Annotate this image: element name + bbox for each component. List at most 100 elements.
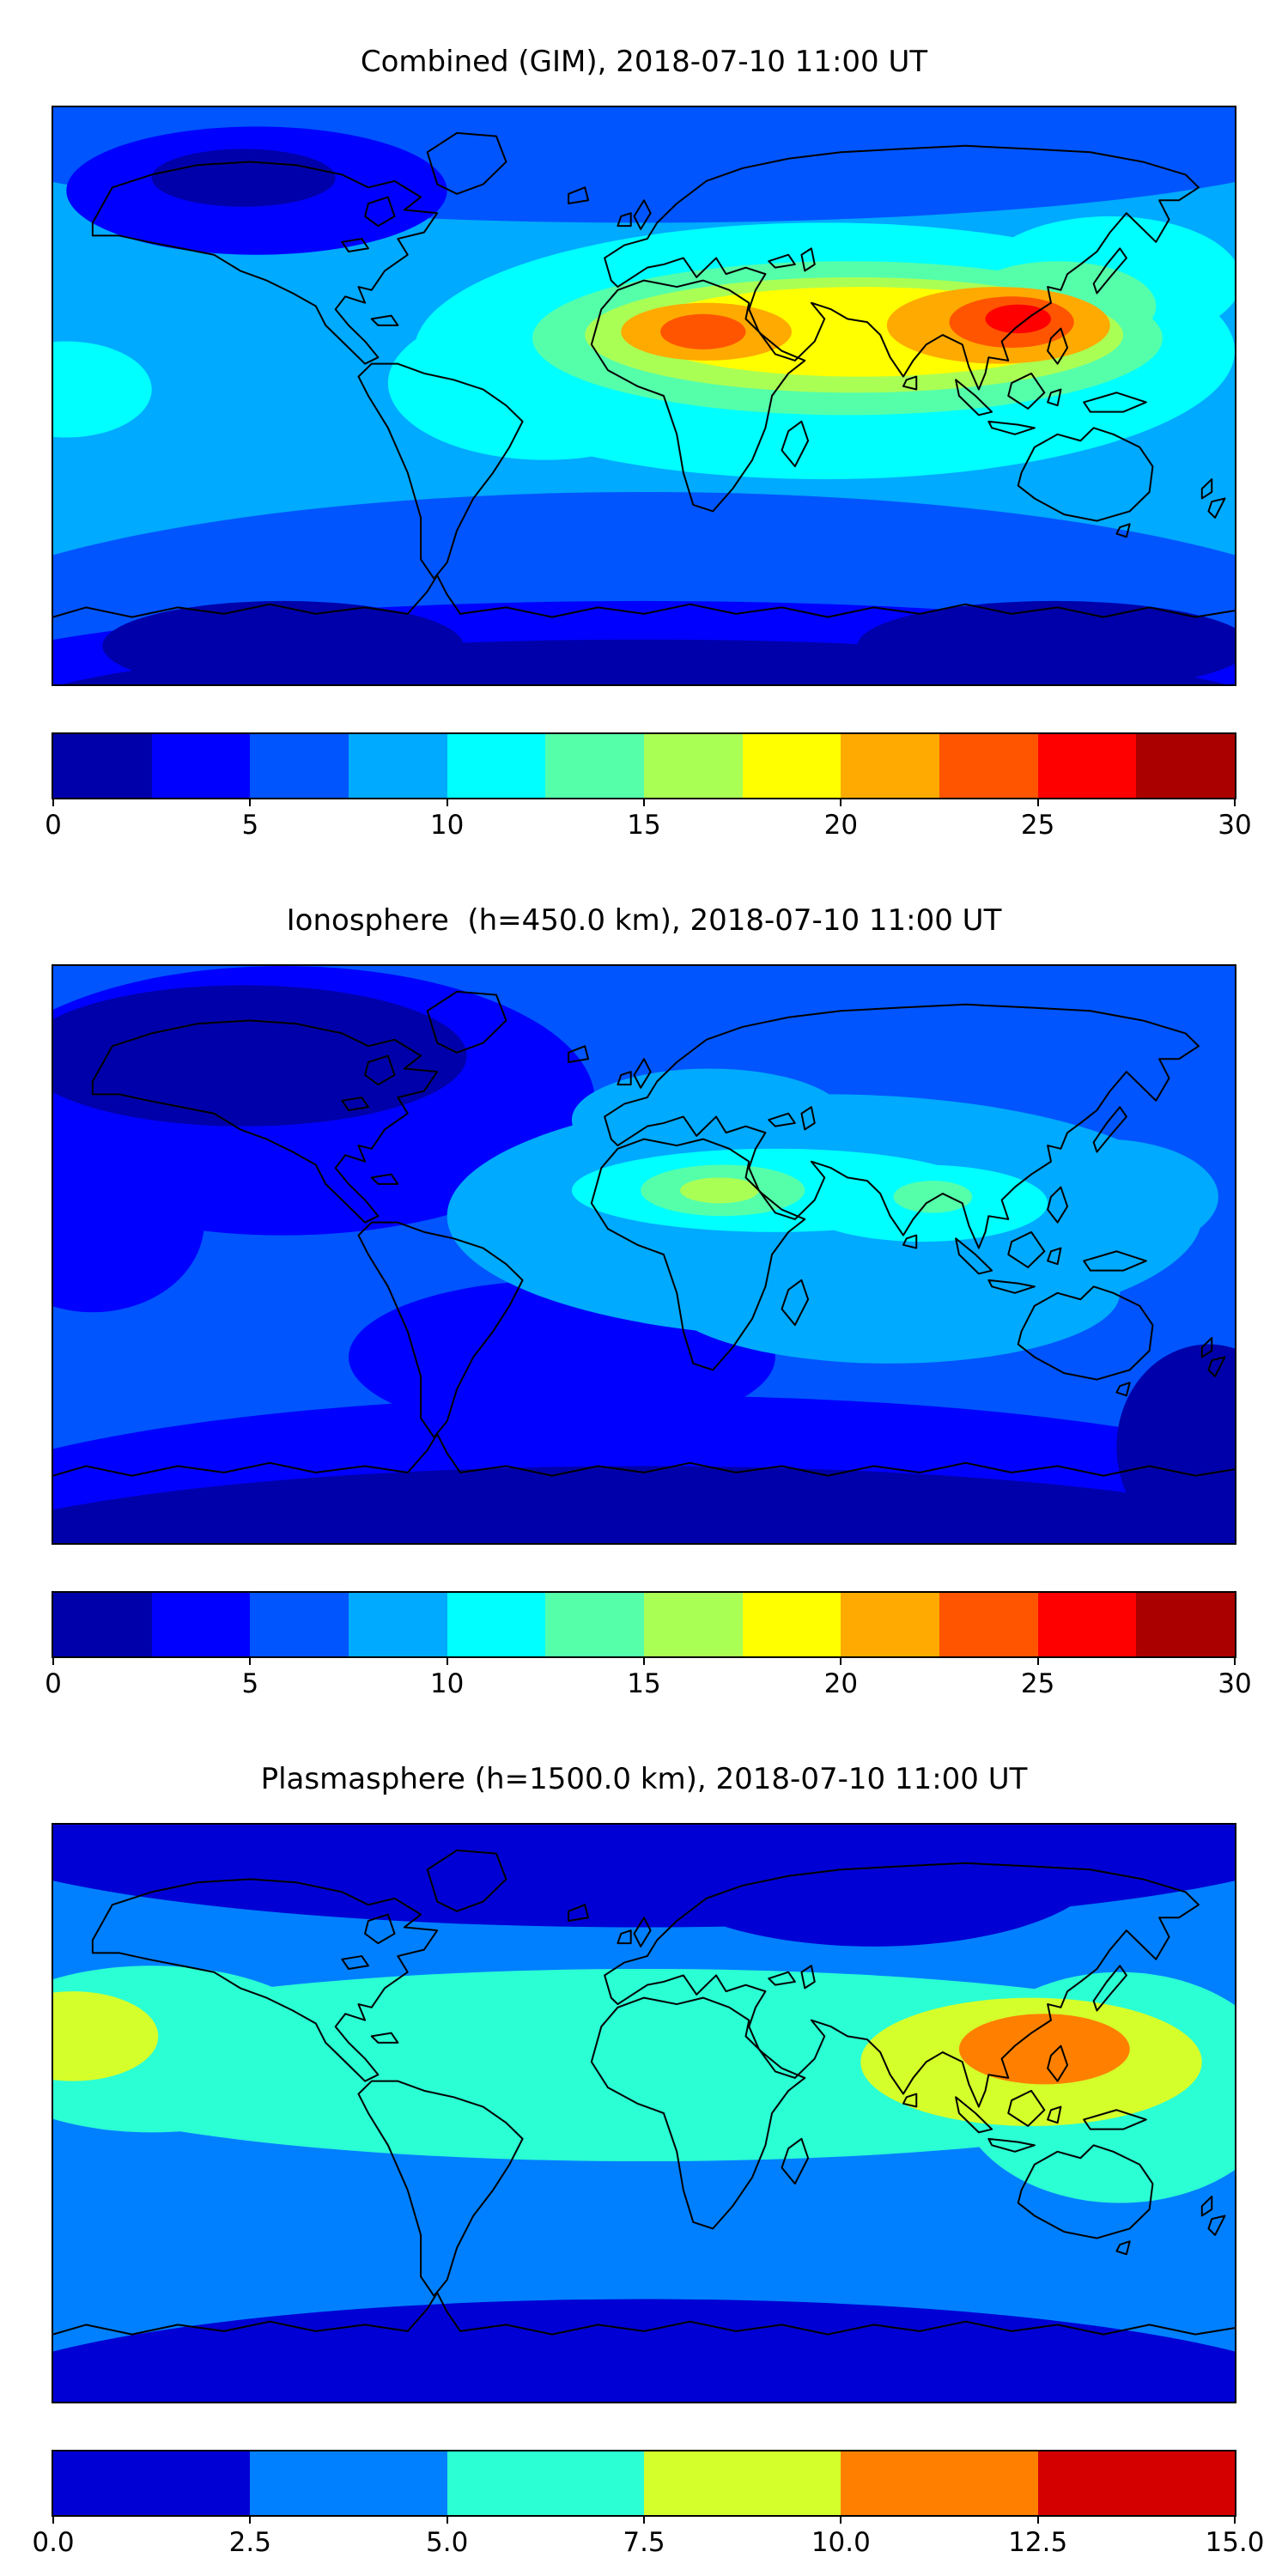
- contour-region-southeast-asia-maximum: [958, 2014, 1130, 2085]
- panel: Combined (GIM), 2018-07-10 11:00 UT 0 5 10…: [0, 0, 1288, 859]
- colorbar-tick-label: 0: [45, 809, 62, 841]
- contour-region-asia-maximum: [985, 304, 1051, 333]
- colorbar-segment: [250, 1592, 349, 1656]
- colorbar-tick-label: 30: [1218, 1668, 1252, 1699]
- colorbar-segment: [250, 733, 349, 798]
- colorbar-tick-label: 0: [45, 1668, 62, 1699]
- colorbar-segment: [53, 2451, 251, 2515]
- panel: Ionosphere (h=450.0 km), 2018-07-10 11:0…: [0, 859, 1288, 1717]
- colorbar-tickmark: [446, 2516, 448, 2524]
- colorbar-tick-label: 30: [1218, 809, 1252, 841]
- colorbar-segment: [447, 733, 546, 798]
- colorbar-tick-label: 15.0: [1205, 2526, 1265, 2558]
- colorbar: [52, 732, 1236, 799]
- colorbar-tick-label: 5.0: [426, 2526, 469, 2558]
- colorbar-tickmark: [249, 799, 252, 806]
- world-map: [53, 965, 1235, 1543]
- contour-region-south-pacific-minimum: [102, 600, 464, 684]
- colorbar-segment: [939, 1592, 1038, 1656]
- colorbar-tickmark: [643, 799, 645, 806]
- colorbar-segment: [643, 2451, 841, 2515]
- contour-region-antarctic-minimum: [53, 1466, 1235, 1543]
- colorbar-segment: [644, 1592, 743, 1656]
- contour-region-left-edge-cyan: [53, 341, 152, 438]
- colorbar-tick-label: 10: [429, 1668, 465, 1699]
- colorbar-tickmark: [840, 1657, 842, 1665]
- colorbar-tick-label: 5: [241, 809, 259, 841]
- colorbar-tickmark: [643, 2516, 645, 2524]
- contour-region-north-pacific-minimum: [53, 985, 467, 1127]
- contour-region-north-polar-dip: [644, 1824, 1104, 1947]
- colorbar-tickmark: [52, 1657, 54, 1665]
- colorbar-tick-label: 20: [823, 1668, 859, 1699]
- contour-region-north-pacific-minimum: [151, 149, 336, 207]
- colorbar-tick-label: 20: [823, 809, 859, 841]
- colorbar-segment: [545, 1592, 645, 1656]
- colorbar-ticks: 0 5 10 15 20 25 30: [45, 1657, 1252, 1710]
- colorbar-tickmark: [249, 2516, 252, 2524]
- colorbar-tickmark: [52, 799, 54, 806]
- panel: Plasmasphere (h=1500.0 km), 2018-07-10 1…: [0, 1717, 1288, 2576]
- colorbar-ticks: 0.0 2.5 5.0 7.5 10.0 12.5 15.0: [32, 2516, 1265, 2568]
- panel-title: Ionosphere (h=450.0 km), 2018-07-10 11:0…: [286, 903, 1002, 938]
- colorbar-tick-label: 0.0: [32, 2526, 75, 2558]
- colorbar-segment: [742, 733, 841, 798]
- colorbar-segment: [545, 733, 645, 798]
- colorbar-segment: [447, 1592, 546, 1656]
- colorbar-tickmark: [1036, 1657, 1039, 1665]
- map-frame: [52, 963, 1236, 1545]
- colorbar-tick-label: 12.5: [1008, 2526, 1068, 2558]
- colorbar-segment: [1037, 733, 1137, 798]
- colorbar-tick-label: 10.0: [811, 2526, 871, 2558]
- colorbar-tick-label: 25: [1020, 1668, 1055, 1699]
- panel-title: Plasmasphere (h=1500.0 km), 2018-07-10 1…: [260, 1762, 1028, 1796]
- colorbar-segment: [1037, 1592, 1137, 1656]
- colorbar-tick-label: 2.5: [228, 2526, 271, 2558]
- colorbar-segment: [939, 733, 1038, 798]
- contour-region-sahara-core: [680, 1177, 759, 1204]
- contour-region-europe-lightblue: [571, 1068, 848, 1171]
- colorbar-ticks: 0 5 10 15 20 25 30: [45, 799, 1252, 851]
- world-map: [53, 1824, 1235, 2402]
- colorbar-tickmark: [1036, 799, 1039, 806]
- colorbar-segment: [250, 2451, 447, 2515]
- colorbar-segment: [151, 1592, 251, 1656]
- world-map: [53, 106, 1235, 684]
- contour-region-south-polar-depletion: [53, 2299, 1235, 2402]
- colorbar-tick-label: 5: [241, 1668, 259, 1699]
- colorbar-tickmark: [52, 2516, 54, 2524]
- colorbar-tickmark: [446, 1657, 448, 1665]
- contour-region-left-edge-depletion: [53, 1132, 204, 1312]
- colorbar-segment: [151, 733, 251, 798]
- colorbar: [52, 2449, 1236, 2517]
- colorbar-segment: [1136, 733, 1236, 798]
- colorbar-tickmark: [1234, 799, 1236, 806]
- colorbar-tickmark: [840, 2516, 842, 2524]
- colorbar-segment: [841, 1592, 940, 1656]
- colorbar-segment: [53, 1592, 152, 1656]
- colorbar-tick-label: 15: [627, 1668, 661, 1699]
- map-frame: [52, 105, 1236, 686]
- contour-region-southeast-minimum: [1116, 1344, 1235, 1543]
- colorbar-segment: [1037, 2451, 1235, 2515]
- colorbar-segment: [447, 2451, 644, 2515]
- colorbar-tick-label: 25: [1020, 809, 1055, 841]
- colorbar-tick-label: 7.5: [623, 2526, 665, 2558]
- contour-region-left-edge-enhancement: [53, 1990, 159, 2081]
- colorbar-tickmark: [249, 1657, 252, 1665]
- colorbar-tick-label: 10: [429, 809, 465, 841]
- colorbar-tickmark: [1234, 2516, 1236, 2524]
- colorbar-segment: [349, 1592, 447, 1656]
- colorbar-segment: [742, 1592, 841, 1656]
- contour-region-south-indian-minimum: [857, 600, 1235, 684]
- colorbar-tickmark: [446, 799, 448, 806]
- colorbar-tick-label: 15: [627, 809, 661, 841]
- colorbar-tickmark: [1036, 2516, 1039, 2524]
- colorbar-tickmark: [643, 1657, 645, 1665]
- contour-region-africa-core: [660, 313, 746, 349]
- colorbar-segment: [841, 2451, 1038, 2515]
- colorbar-segment: [1136, 1592, 1236, 1656]
- contour-region-west-pacific-lightblue: [988, 1139, 1218, 1255]
- colorbar-segment: [53, 733, 152, 798]
- panel-title: Combined (GIM), 2018-07-10 11:00 UT: [360, 45, 928, 79]
